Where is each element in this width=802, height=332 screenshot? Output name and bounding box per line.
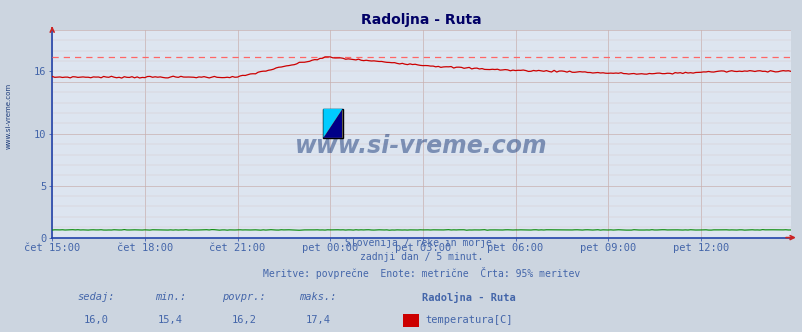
Text: www.si-vreme.com: www.si-vreme.com <box>295 134 547 158</box>
Text: 15,4: 15,4 <box>158 315 183 325</box>
Text: Radoljna - Ruta: Radoljna - Ruta <box>421 292 515 303</box>
Text: sedaj:: sedaj: <box>78 292 115 302</box>
Title: Radoljna - Ruta: Radoljna - Ruta <box>361 13 481 27</box>
FancyBboxPatch shape <box>323 109 342 138</box>
Polygon shape <box>323 109 342 138</box>
Text: maks.:: maks.: <box>299 292 337 302</box>
Text: 16,2: 16,2 <box>232 315 257 325</box>
Text: temperatura[C]: temperatura[C] <box>425 315 512 325</box>
Text: min.:: min.: <box>155 292 186 302</box>
Text: povpr.:: povpr.: <box>222 292 265 302</box>
Polygon shape <box>323 109 342 138</box>
Text: Slovenija / reke in morje.
zadnji dan / 5 minut.
Meritve: povprečne  Enote: metr: Slovenija / reke in morje. zadnji dan / … <box>262 238 580 279</box>
Text: www.si-vreme.com: www.si-vreme.com <box>6 83 11 149</box>
Bar <box>403 314 419 327</box>
Text: 17,4: 17,4 <box>306 315 330 325</box>
Text: 16,0: 16,0 <box>84 315 109 325</box>
